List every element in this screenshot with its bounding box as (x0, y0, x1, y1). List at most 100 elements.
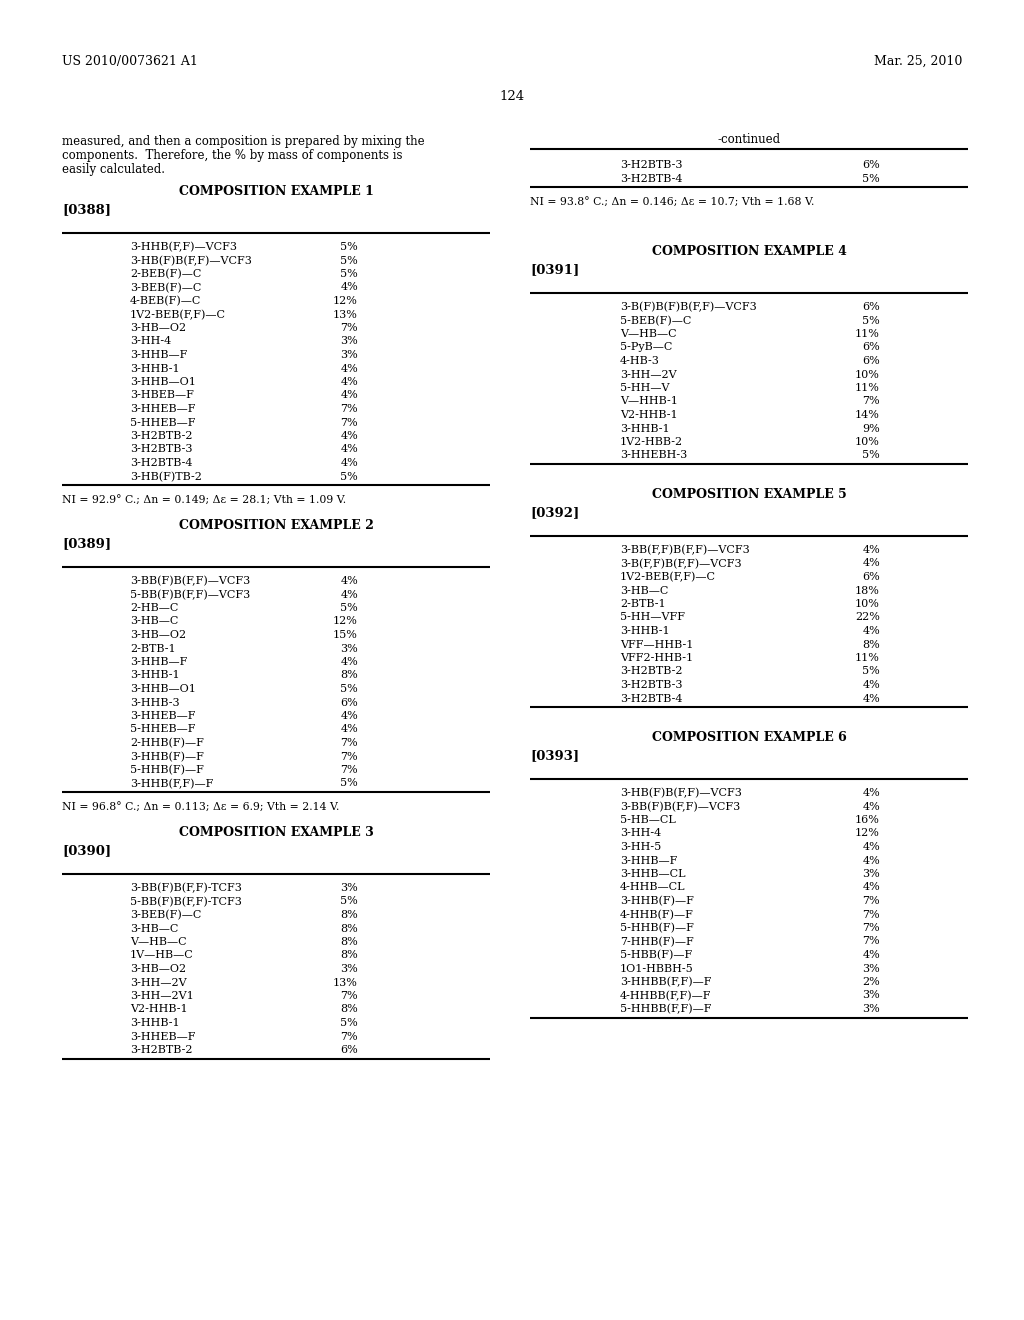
Text: 3%: 3% (862, 869, 880, 879)
Text: 3-HH-5: 3-HH-5 (620, 842, 662, 851)
Text: 4-HHB(F)—F: 4-HHB(F)—F (620, 909, 694, 920)
Text: 3-HHEB—F: 3-HHEB—F (130, 1031, 196, 1041)
Text: 3-H2BTB-3: 3-H2BTB-3 (620, 160, 683, 170)
Text: 3%: 3% (340, 883, 358, 894)
Text: 3-H2BTB-3: 3-H2BTB-3 (130, 445, 193, 454)
Text: 1V2-HBB-2: 1V2-HBB-2 (620, 437, 683, 447)
Text: 5-BB(F)B(F,F)—VCF3: 5-BB(F)B(F,F)—VCF3 (130, 590, 250, 599)
Text: 15%: 15% (333, 630, 358, 640)
Text: 5-HBB(F)—F: 5-HBB(F)—F (620, 950, 692, 961)
Text: -continued: -continued (718, 133, 780, 147)
Text: [0393]: [0393] (530, 748, 580, 762)
Text: 11%: 11% (855, 329, 880, 339)
Text: 2-HB—C: 2-HB—C (130, 603, 178, 612)
Text: 1V2-BEB(F,F)—C: 1V2-BEB(F,F)—C (620, 572, 716, 582)
Text: 2-HHB(F)—F: 2-HHB(F)—F (130, 738, 204, 748)
Text: 5%: 5% (340, 779, 358, 788)
Text: 13%: 13% (333, 309, 358, 319)
Text: 3-H2BTB-2: 3-H2BTB-2 (620, 667, 683, 676)
Text: easily calculated.: easily calculated. (62, 162, 165, 176)
Text: V2-HHB-1: V2-HHB-1 (620, 411, 678, 420)
Text: 4%: 4% (862, 680, 880, 690)
Text: 5%: 5% (862, 450, 880, 461)
Text: 3-HHB—F: 3-HHB—F (620, 855, 677, 866)
Text: 3-HHB(F,F)—F: 3-HHB(F,F)—F (130, 779, 213, 789)
Text: 5%: 5% (340, 471, 358, 482)
Text: 4-BEB(F)—C: 4-BEB(F)—C (130, 296, 202, 306)
Text: 3%: 3% (862, 964, 880, 974)
Text: 5%: 5% (340, 1018, 358, 1028)
Text: 5%: 5% (340, 269, 358, 279)
Text: 4%: 4% (862, 855, 880, 866)
Text: 3-HHB-1: 3-HHB-1 (620, 424, 670, 433)
Text: 10%: 10% (855, 599, 880, 609)
Text: 7%: 7% (862, 936, 880, 946)
Text: Mar. 25, 2010: Mar. 25, 2010 (873, 55, 962, 69)
Text: 3-HHB-1: 3-HHB-1 (130, 363, 179, 374)
Text: 3-HH—2V1: 3-HH—2V1 (130, 991, 194, 1001)
Text: [0392]: [0392] (530, 506, 580, 519)
Text: 3-BB(F)B(F,F)-TCF3: 3-BB(F)B(F,F)-TCF3 (130, 883, 242, 894)
Text: 4%: 4% (862, 558, 880, 569)
Text: 5-BB(F)B(F,F)-TCF3: 5-BB(F)B(F,F)-TCF3 (130, 896, 242, 907)
Text: 5-PyB—C: 5-PyB—C (620, 342, 673, 352)
Text: 5-HH—VFF: 5-HH—VFF (620, 612, 685, 623)
Text: 3%: 3% (862, 1005, 880, 1014)
Text: 3-HHB-1: 3-HHB-1 (130, 1018, 179, 1028)
Text: 9%: 9% (862, 424, 880, 433)
Text: VFF—HHB-1: VFF—HHB-1 (620, 639, 693, 649)
Text: 7%: 7% (862, 396, 880, 407)
Text: 4-HHBB(F,F)—F: 4-HHBB(F,F)—F (620, 990, 712, 1001)
Text: 5%: 5% (340, 684, 358, 694)
Text: 4%: 4% (862, 950, 880, 960)
Text: 3-H2BTB-4: 3-H2BTB-4 (620, 693, 683, 704)
Text: 7%: 7% (862, 909, 880, 920)
Text: 3-HHB-1: 3-HHB-1 (620, 626, 670, 636)
Text: 7-HHB(F)—F: 7-HHB(F)—F (620, 936, 693, 946)
Text: 7%: 7% (862, 923, 880, 933)
Text: 2%: 2% (862, 977, 880, 987)
Text: 5-HHB(F)—F: 5-HHB(F)—F (620, 923, 694, 933)
Text: [0390]: [0390] (62, 843, 112, 857)
Text: 4%: 4% (340, 391, 358, 400)
Text: 4-HB-3: 4-HB-3 (620, 356, 659, 366)
Text: 4%: 4% (862, 801, 880, 812)
Text: 3-HB(F)B(F,F)—VCF3: 3-HB(F)B(F,F)—VCF3 (620, 788, 741, 799)
Text: 7%: 7% (340, 323, 358, 333)
Text: 3-HHB(F)—F: 3-HHB(F)—F (620, 896, 694, 907)
Text: 3-H2BTB-3: 3-H2BTB-3 (620, 680, 683, 690)
Text: 8%: 8% (340, 937, 358, 946)
Text: 7%: 7% (340, 991, 358, 1001)
Text: 4%: 4% (862, 788, 880, 799)
Text: 5-HHB(F)—F: 5-HHB(F)—F (130, 766, 204, 775)
Text: V—HB—C: V—HB—C (130, 937, 186, 946)
Text: 3-HB(F)TB-2: 3-HB(F)TB-2 (130, 471, 202, 482)
Text: 7%: 7% (340, 766, 358, 775)
Text: 3-BEB(F)—C: 3-BEB(F)—C (130, 909, 202, 920)
Text: 8%: 8% (340, 950, 358, 961)
Text: 4%: 4% (862, 693, 880, 704)
Text: 3-HHB—CL: 3-HHB—CL (620, 869, 685, 879)
Text: 14%: 14% (855, 411, 880, 420)
Text: 12%: 12% (333, 616, 358, 627)
Text: 5%: 5% (340, 603, 358, 612)
Text: 3-HHEB—F: 3-HHEB—F (130, 404, 196, 414)
Text: 4%: 4% (340, 590, 358, 599)
Text: 4%: 4% (340, 282, 358, 293)
Text: 3-B(F,F)B(F,F)—VCF3: 3-B(F,F)B(F,F)—VCF3 (620, 558, 741, 569)
Text: 5-HHBB(F,F)—F: 5-HHBB(F,F)—F (620, 1005, 712, 1014)
Text: 11%: 11% (855, 653, 880, 663)
Text: 13%: 13% (333, 978, 358, 987)
Text: COMPOSITION EXAMPLE 6: COMPOSITION EXAMPLE 6 (651, 731, 847, 744)
Text: 3-H2BTB-2: 3-H2BTB-2 (130, 432, 193, 441)
Text: 3%: 3% (862, 990, 880, 1001)
Text: 3-HH-4: 3-HH-4 (620, 829, 662, 838)
Text: 6%: 6% (862, 572, 880, 582)
Text: 3%: 3% (340, 350, 358, 360)
Text: 8%: 8% (340, 909, 358, 920)
Text: NI = 92.9° C.; Δn = 0.149; Δε = 28.1; Vth = 1.09 V.: NI = 92.9° C.; Δn = 0.149; Δε = 28.1; Vt… (62, 495, 346, 506)
Text: 3-HB—O2: 3-HB—O2 (130, 964, 186, 974)
Text: 3-H2BTB-2: 3-H2BTB-2 (130, 1045, 193, 1055)
Text: 4%: 4% (340, 711, 358, 721)
Text: 6%: 6% (862, 356, 880, 366)
